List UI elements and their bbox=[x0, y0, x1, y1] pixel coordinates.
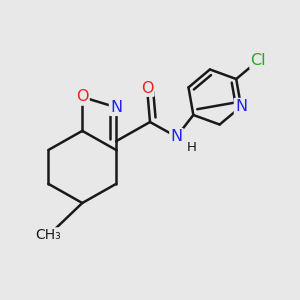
Text: Cl: Cl bbox=[250, 53, 266, 68]
Text: N: N bbox=[235, 99, 247, 114]
Text: N: N bbox=[170, 129, 183, 144]
Text: O: O bbox=[76, 89, 88, 104]
Text: H: H bbox=[187, 141, 197, 154]
Text: O: O bbox=[141, 81, 153, 96]
Text: N: N bbox=[110, 100, 122, 115]
Text: CH₃: CH₃ bbox=[35, 228, 61, 242]
